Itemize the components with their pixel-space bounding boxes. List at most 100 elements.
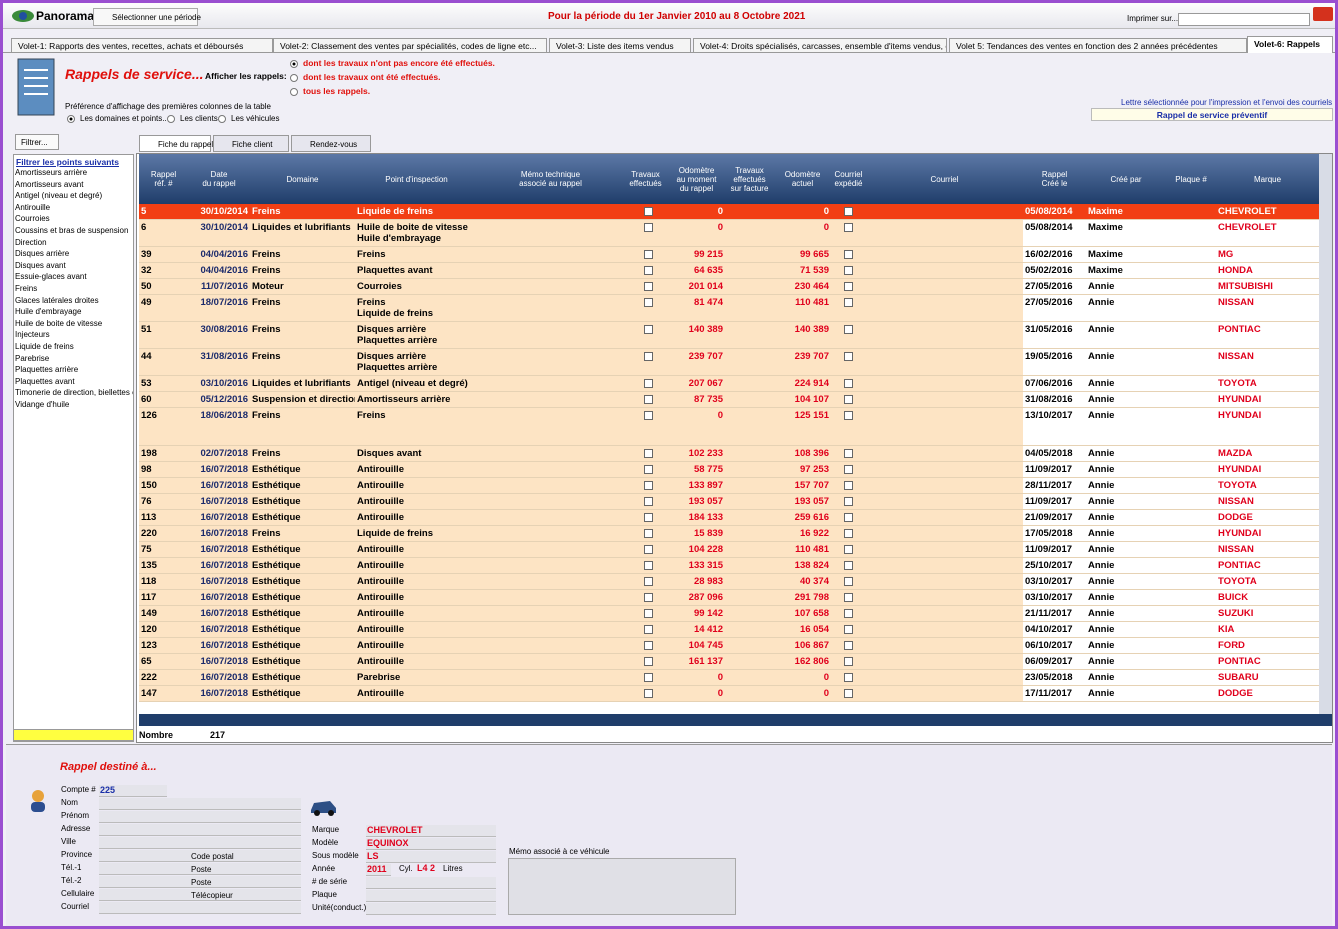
checkbox[interactable] (644, 497, 653, 506)
checkbox[interactable] (644, 325, 653, 334)
column-header[interactable]: Domaine (250, 154, 355, 204)
filter-item[interactable]: Direction (15, 237, 47, 247)
checkbox[interactable] (644, 395, 653, 404)
table-row[interactable]: 220 16/07/2018 Freins Liquide de freins 15 8… (139, 526, 1319, 542)
table-row[interactable]: 118 16/07/2018 Esthétique Antirouille 28 983… (139, 574, 1319, 590)
checkbox[interactable] (644, 352, 653, 361)
radio[interactable] (290, 73, 298, 82)
checkbox[interactable] (844, 497, 853, 506)
filter-item[interactable]: Huile d'embrayage (15, 307, 82, 317)
checkbox[interactable] (644, 266, 653, 275)
checkbox[interactable] (644, 689, 653, 698)
field[interactable]: 2011 (366, 864, 391, 876)
checkbox[interactable] (844, 481, 853, 490)
table-row[interactable]: 198 02/07/2018 Freins Disques avant 102 233 1… (139, 446, 1319, 462)
checkbox[interactable] (844, 207, 853, 216)
tab[interactable]: Volet-2: Classement des ventes par spéci… (273, 38, 547, 52)
checkbox[interactable] (844, 689, 853, 698)
filter-item[interactable]: Plaquettes arrière (15, 365, 79, 375)
checkbox[interactable] (644, 481, 653, 490)
column-header[interactable]: Odomètre actuel (774, 154, 831, 204)
table-row[interactable]: 117 16/07/2018 Esthétique Antirouille 287 09… (139, 590, 1319, 606)
field[interactable] (99, 811, 301, 823)
radio[interactable] (218, 114, 226, 123)
filter-item[interactable]: Parebrise (15, 353, 50, 363)
checkbox[interactable] (844, 395, 853, 404)
checkbox[interactable] (844, 298, 853, 307)
checkbox[interactable] (844, 609, 853, 618)
table-row[interactable]: 150 16/07/2018 Esthétique Antirouille 133 89… (139, 478, 1319, 494)
filter-item[interactable]: Vidange d'huile (15, 400, 70, 409)
checkbox[interactable] (844, 529, 853, 538)
field[interactable]: LS (366, 851, 496, 863)
checkbox[interactable] (644, 449, 653, 458)
checkbox[interactable] (844, 513, 853, 522)
table-row[interactable]: 113 16/07/2018 Esthétique Antirouille 184 13… (139, 510, 1319, 526)
checkbox[interactable] (844, 593, 853, 602)
subtab[interactable]: Fiche du rappel (139, 135, 213, 152)
checkbox[interactable] (644, 545, 653, 554)
filter-item[interactable]: Disques avant (15, 260, 66, 270)
table-row[interactable]: 44 31/08/2016 Freins Disques arrière Plaquet… (139, 349, 1319, 376)
checkbox[interactable] (844, 250, 853, 259)
table-row[interactable]: 5 30/10/2014 Freins Liquide de freins 0 0 05/0… (139, 204, 1319, 220)
tab[interactable]: Volet 5: Tendances des ventes en fonctio… (949, 38, 1247, 52)
checkbox[interactable] (844, 325, 853, 334)
checkbox[interactable] (644, 223, 653, 232)
filter-item[interactable]: Essuie-glaces avant (15, 272, 87, 282)
checkbox[interactable] (844, 223, 853, 232)
field[interactable] (99, 863, 301, 875)
field[interactable] (99, 902, 301, 914)
filter-item[interactable]: Freins (15, 284, 38, 293)
table-row[interactable]: 60 05/12/2016 Suspension et direction Amort… (139, 392, 1319, 408)
checkbox[interactable] (644, 465, 653, 474)
table-row[interactable]: 147 16/07/2018 Esthétique Antirouille 0 0 17/1… (139, 686, 1319, 702)
checkbox[interactable] (644, 379, 653, 388)
pref-option[interactable]: Les véhicules (218, 114, 279, 123)
tab[interactable]: Volet-4: Droits spécialisés, carcasses, … (693, 38, 947, 52)
checkbox[interactable] (644, 561, 653, 570)
filter-item[interactable]: Antigel (niveau et degré) (15, 191, 103, 201)
field[interactable] (99, 824, 301, 836)
pref-option[interactable]: Les clients (167, 114, 218, 123)
checkbox[interactable] (644, 609, 653, 618)
table-row[interactable]: 222 16/07/2018 Esthétique Parebrise 0 0 23/05/… (139, 670, 1319, 686)
filter-scrollbar[interactable] (13, 729, 134, 741)
filter-item[interactable]: Liquide de freins (15, 342, 74, 351)
column-header[interactable]: Odomètre au moment du rappel (668, 154, 725, 204)
checkbox[interactable] (844, 561, 853, 570)
checkbox[interactable] (644, 282, 653, 291)
field[interactable] (366, 903, 496, 915)
column-header[interactable]: Travaux effectués (623, 154, 668, 204)
field[interactable] (99, 876, 301, 888)
filter-item[interactable]: Coussins et bras de suspension (15, 226, 129, 235)
close-button[interactable] (1313, 7, 1333, 21)
checkbox[interactable] (644, 411, 653, 420)
filter-item[interactable]: Injecteurs (15, 330, 50, 340)
filter-button[interactable]: Filtrer... (15, 134, 59, 150)
filter-item[interactable]: Amortisseurs avant (15, 179, 84, 189)
table-row[interactable]: 123 16/07/2018 Esthétique Antirouille 104 74… (139, 638, 1319, 654)
checkbox[interactable] (844, 625, 853, 634)
column-header[interactable]: Travaux effectués sur facture (725, 154, 774, 204)
checkbox[interactable] (644, 641, 653, 650)
filter-item[interactable]: Courroies (15, 214, 50, 224)
filter-item[interactable]: Amortisseurs arrière (15, 168, 88, 177)
column-header[interactable]: Rappel Créé le (1023, 154, 1086, 204)
checkbox[interactable] (844, 465, 853, 474)
checkbox[interactable] (644, 298, 653, 307)
field[interactable] (99, 798, 301, 810)
checkbox[interactable] (644, 625, 653, 634)
checkbox[interactable] (844, 411, 853, 420)
column-header[interactable]: Créé par (1086, 154, 1166, 204)
checkbox[interactable] (644, 673, 653, 682)
table-row[interactable]: 32 04/04/2016 Freins Plaquettes avant 64 635… (139, 263, 1319, 279)
pref-option[interactable]: Les domaines et points... (67, 114, 169, 123)
filter-item[interactable]: Glaces latérales droites (15, 295, 99, 305)
radio[interactable] (167, 114, 175, 123)
table-row[interactable]: 65 16/07/2018 Esthétique Antirouille 161 137… (139, 654, 1319, 670)
checkbox[interactable] (844, 545, 853, 554)
column-header[interactable]: Courriel (866, 154, 1023, 204)
radio[interactable] (290, 59, 298, 68)
table-row[interactable]: 53 03/10/2016 Liquides et lubrifiants Antig… (139, 376, 1319, 392)
